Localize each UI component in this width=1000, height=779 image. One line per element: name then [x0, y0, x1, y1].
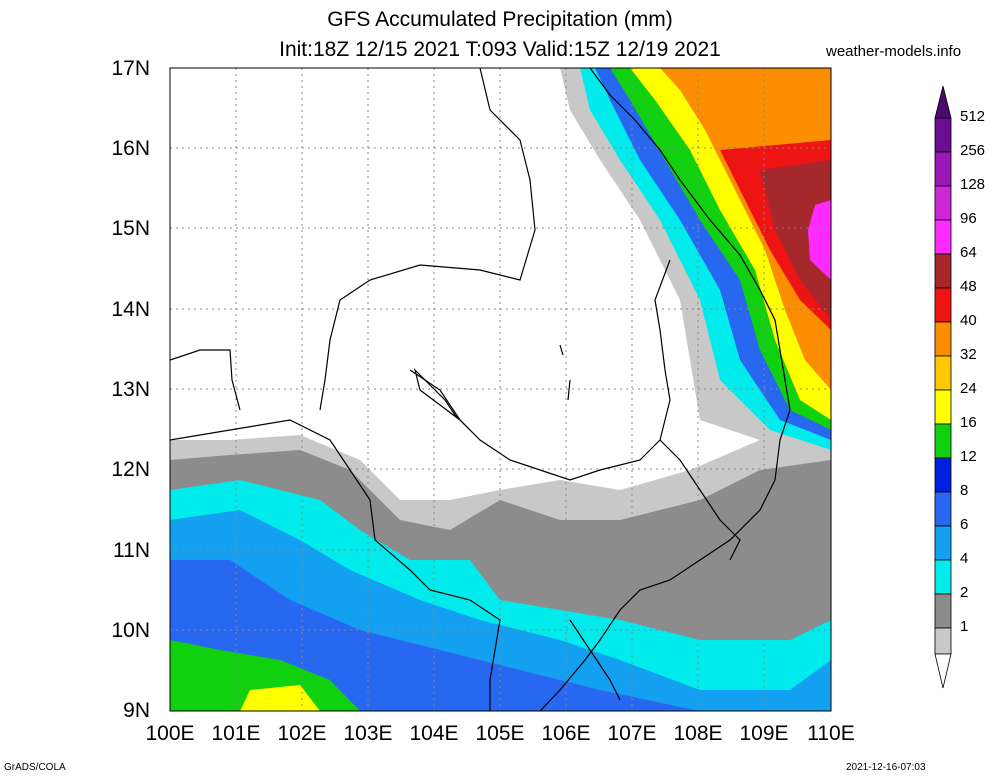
lon-label: 101E [211, 722, 261, 745]
lon-label: 107E [607, 722, 657, 745]
lon-label: 110E [807, 722, 855, 745]
precip-green [170, 640, 360, 711]
lat-label: 17N [111, 57, 150, 80]
lon-label: 106E [541, 722, 591, 745]
legend-label: 1 [960, 618, 969, 635]
lon-label: 102E [277, 722, 327, 745]
legend-label: 64 [960, 244, 977, 261]
lake-tonle-sap [413, 368, 471, 431]
border-laos-thailand [319, 68, 536, 411]
lat-label: 10N [111, 619, 150, 642]
chart-title: GFS Accumulated Precipitation (mm) [327, 8, 673, 31]
legend-label: 12 [960, 448, 977, 465]
lat-label: 14N [111, 298, 150, 321]
gulf-coast [170, 419, 501, 711]
legend-label: 4 [960, 550, 969, 567]
river [559, 344, 571, 401]
legend-label: 8 [960, 482, 969, 499]
legend-label: 40 [960, 312, 977, 329]
lon-label: 104E [409, 722, 459, 745]
lon-label: 109E [739, 722, 789, 745]
lat-label: 16N [111, 137, 150, 160]
precip-ne-magenta [808, 200, 831, 280]
mekong-delta [569, 619, 621, 701]
legend-label: 6 [960, 516, 969, 533]
lon-label: 103E [343, 722, 393, 745]
legend-label: 512 [960, 108, 986, 125]
precip-yellow [240, 685, 320, 711]
lat-label: 13N [111, 378, 150, 401]
lat-label: 11N [113, 539, 150, 562]
lon-label: 100E [145, 722, 195, 745]
chart-subtitle: Init:18Z 12/15 2021 T:093 Valid:15Z 12/1… [279, 38, 721, 61]
precip-ne-darkred [760, 160, 831, 320]
lon-label: 105E [475, 722, 525, 745]
legend-label: 48 [960, 278, 977, 295]
border-west [170, 349, 241, 411]
legend-label: 2 [960, 584, 969, 601]
legend-label: 32 [960, 346, 977, 363]
legend-label: 128 [960, 176, 986, 193]
legend-label: 256 [960, 142, 986, 159]
lon-label: 108E [673, 722, 723, 745]
lat-label: 15N [111, 217, 150, 240]
footer-timestamp: 2021-12-16-07:03 [846, 762, 926, 773]
legend-label: 24 [960, 380, 977, 397]
lat-label: 12N [111, 458, 150, 481]
legend-colorbar [934, 85, 952, 689]
legend-label: 96 [960, 210, 977, 227]
site-label: weather-models.info [826, 43, 962, 60]
legend-label: 16 [960, 414, 977, 431]
border-vietnam [659, 439, 741, 561]
lat-label: 9N [123, 699, 150, 722]
coastline [539, 68, 791, 711]
footer-credit: GrADS/COLA [4, 762, 66, 773]
